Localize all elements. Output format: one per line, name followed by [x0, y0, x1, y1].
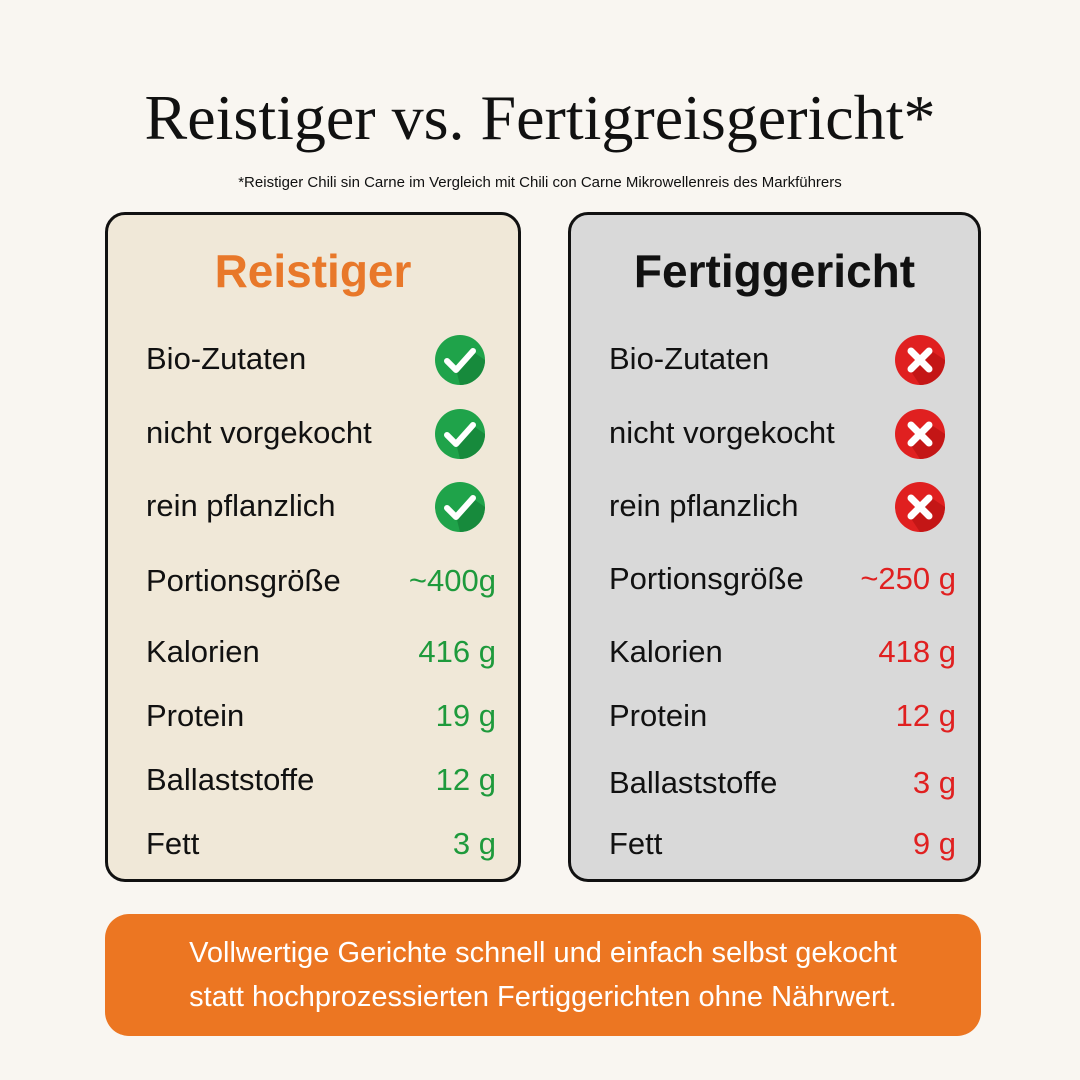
- nutrition-value: 418 g: [878, 634, 956, 669]
- cross-icon: [895, 482, 945, 532]
- nutrition-row: Kalorien 416 g: [146, 630, 496, 674]
- nutrition-value: ~250 g: [860, 561, 956, 596]
- check-icon: [435, 409, 485, 459]
- footer-line: Vollwertige Gerichte schnell und einfach…: [189, 937, 897, 969]
- nutrition-row: Kalorien 418 g: [609, 630, 956, 674]
- feature-row: rein pflanzlich: [146, 482, 496, 532]
- nutrition-label: Ballaststoffe: [609, 765, 778, 800]
- nutrition-label: Kalorien: [609, 634, 723, 669]
- nutrition-label: Portionsgröße: [609, 561, 804, 596]
- cross-icon: [895, 409, 945, 459]
- feature-label: nicht vorgekocht: [609, 415, 835, 450]
- nutrition-label: Portionsgröße: [146, 563, 341, 598]
- nutrition-value: 12 g: [435, 762, 496, 797]
- card-heading: Fertiggericht: [633, 245, 916, 297]
- card: Reistiger Bio-Zutaten nicht vorgekocht rei…: [105, 212, 521, 882]
- title: Reistiger vs. Fertigreisgericht*: [144, 82, 936, 153]
- footer-line: statt hochprozessierten Fertiggerichten …: [189, 981, 897, 1013]
- nutrition-label: Fett: [609, 826, 663, 861]
- feature-row: rein pflanzlich: [609, 482, 956, 532]
- nutrition-row: Protein 12 g: [609, 694, 956, 738]
- subtitle: *Reistiger Chili sin Carne im Vergleich …: [238, 174, 842, 191]
- card: Fertiggericht Bio-Zutaten nicht vorgekoch…: [568, 212, 981, 882]
- nutrition-row: Portionsgröße ~250 g: [609, 557, 956, 601]
- nutrition-value: 9 g: [912, 826, 956, 861]
- feature-label: rein pflanzlich: [609, 488, 799, 523]
- nutrition-row: Ballaststoffe 3 g: [609, 761, 956, 805]
- feature-label: nicht vorgekocht: [146, 415, 372, 450]
- nutrition-label: Fett: [146, 826, 200, 861]
- feature-row: Bio-Zutaten: [146, 335, 496, 385]
- card-heading: Reistiger: [214, 245, 412, 297]
- check-icon: [435, 482, 485, 532]
- nutrition-row: Fett 9 g: [609, 822, 956, 866]
- nutrition-row: Portionsgröße ~400g: [146, 559, 496, 603]
- feature-label: Bio-Zutaten: [609, 341, 770, 376]
- feature-label: Bio-Zutaten: [146, 341, 307, 376]
- nutrition-value: 12 g: [895, 698, 956, 733]
- nutrition-row: Fett 3 g: [146, 822, 496, 866]
- nutrition-value: 416 g: [418, 634, 496, 669]
- nutrition-label: Ballaststoffe: [146, 762, 315, 797]
- nutrition-value: 3 g: [912, 765, 956, 800]
- feature-row: Bio-Zutaten: [609, 335, 956, 385]
- nutrition-label: Protein: [146, 698, 245, 733]
- nutrition-row: Protein 19 g: [146, 694, 496, 738]
- feature-row: nicht vorgekocht: [609, 409, 956, 459]
- cross-icon: [895, 335, 945, 385]
- nutrition-value: 3 g: [452, 826, 496, 861]
- check-icon: [435, 335, 485, 385]
- footer-banner: Vollwertige Gerichte schnell und einfach…: [105, 914, 981, 1036]
- nutrition-label: Kalorien: [146, 634, 260, 669]
- nutrition-value: ~400g: [408, 563, 496, 598]
- nutrition-value: 19 g: [435, 698, 496, 733]
- nutrition-label: Protein: [609, 698, 708, 733]
- feature-row: nicht vorgekocht: [146, 409, 496, 459]
- feature-label: rein pflanzlich: [146, 488, 336, 523]
- nutrition-row: Ballaststoffe 12 g: [146, 758, 496, 802]
